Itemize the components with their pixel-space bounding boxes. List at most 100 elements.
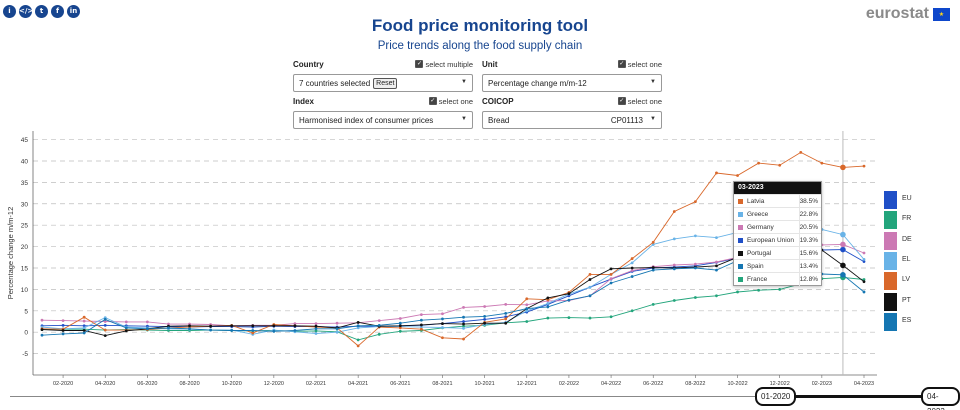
slider-end-handle[interactable]: 04-2023 [921, 387, 960, 410]
data-point-es[interactable] [588, 294, 592, 298]
data-point-de[interactable] [40, 318, 44, 322]
data-point-es[interactable] [230, 329, 234, 332]
data-point-de[interactable] [398, 317, 402, 320]
series-line-fr[interactable] [41, 276, 865, 341]
data-point-eu[interactable] [483, 317, 487, 321]
data-point-es[interactable] [398, 321, 402, 325]
info-icon[interactable]: i [3, 5, 16, 18]
series-line-lv[interactable] [41, 151, 865, 347]
data-point-de[interactable] [672, 263, 676, 267]
data-point-el[interactable] [356, 326, 360, 330]
data-point-fr[interactable] [588, 316, 592, 320]
data-point-es[interactable] [124, 326, 128, 330]
data-point-lv[interactable] [672, 210, 676, 213]
data-point-pt[interactable] [251, 324, 255, 328]
data-point-el[interactable] [335, 330, 339, 334]
checkbox-icon[interactable]: ✓ [415, 60, 424, 68]
data-point-de[interactable] [504, 302, 508, 306]
linkedin-icon[interactable]: in [67, 5, 80, 18]
data-point-pt[interactable] [609, 267, 613, 271]
data-point-de[interactable] [630, 269, 634, 272]
data-point-fr[interactable] [525, 320, 529, 323]
data-point-es[interactable] [82, 331, 86, 335]
data-point-lv[interactable] [103, 328, 107, 332]
data-point-pt[interactable] [419, 323, 423, 327]
data-point-es[interactable] [188, 327, 191, 331]
data-point-de[interactable] [840, 241, 846, 248]
data-point-lv[interactable] [840, 164, 846, 171]
data-point-es[interactable] [546, 305, 550, 309]
data-point-el[interactable] [82, 326, 86, 330]
data-point-de[interactable] [167, 322, 170, 326]
data-point-pt[interactable] [567, 292, 571, 296]
data-point-es[interactable] [377, 323, 381, 327]
legend-swatch[interactable] [884, 292, 897, 311]
data-point-eu[interactable] [504, 315, 508, 319]
data-point-pt[interactable] [209, 324, 213, 328]
data-point-pt[interactable] [441, 322, 444, 326]
data-point-el[interactable] [525, 309, 529, 313]
data-point-es[interactable] [251, 329, 255, 332]
data-point-es[interactable] [630, 275, 634, 278]
data-point-fr[interactable] [462, 324, 465, 328]
data-point-es[interactable] [314, 327, 318, 331]
data-point-fr[interactable] [672, 299, 676, 302]
data-point-pt[interactable] [188, 324, 191, 328]
unit-select[interactable]: Percentage change m/m-12 ▼ [482, 74, 662, 92]
data-point-de[interactable] [145, 320, 149, 324]
data-point-eu[interactable] [862, 260, 866, 263]
data-point-es[interactable] [840, 272, 846, 278]
data-point-es[interactable] [609, 281, 613, 285]
data-point-pt[interactable] [398, 324, 402, 328]
data-point-es[interactable] [419, 318, 423, 322]
data-point-es[interactable] [651, 268, 655, 272]
legend-item-fr[interactable]: FR [884, 211, 944, 231]
data-point-de[interactable] [525, 303, 529, 307]
data-point-pt[interactable] [630, 266, 634, 270]
data-point-fr[interactable] [757, 288, 761, 292]
data-point-eu[interactable] [840, 246, 846, 253]
legend-item-el[interactable]: EL [884, 251, 944, 272]
data-point-el[interactable] [693, 234, 697, 238]
checkbox-icon[interactable]: ✓ [617, 60, 626, 68]
data-point-es[interactable] [862, 290, 866, 294]
data-point-pt[interactable] [504, 321, 508, 325]
data-point-pt[interactable] [103, 334, 107, 338]
series-line-el[interactable] [41, 224, 865, 335]
time-range-slider[interactable]: 01-2020 04-2023 [0, 384, 960, 410]
country-multiple-toggle[interactable]: ✓ select multiple [415, 60, 473, 69]
data-point-de[interactable] [293, 322, 297, 326]
data-point-lv[interactable] [651, 240, 655, 244]
data-point-es[interactable] [504, 311, 508, 315]
data-point-de[interactable] [335, 321, 339, 325]
legend-swatch[interactable] [884, 191, 897, 209]
data-point-lv[interactable] [441, 336, 444, 340]
series-line-de[interactable] [41, 243, 865, 327]
data-point-pt[interactable] [230, 324, 234, 328]
data-point-fr[interactable] [356, 338, 360, 342]
data-point-pt[interactable] [293, 324, 297, 328]
data-point-pt[interactable] [356, 320, 360, 324]
data-point-lv[interactable] [82, 315, 86, 319]
data-point-de[interactable] [419, 313, 423, 317]
data-point-pt[interactable] [462, 322, 465, 326]
data-point-el[interactable] [441, 326, 444, 329]
eurostat-logo[interactable]: eurostat ★ [866, 5, 950, 23]
data-point-el[interactable] [715, 236, 718, 239]
legend-swatch[interactable] [884, 272, 897, 291]
data-point-es[interactable] [356, 324, 360, 328]
data-point-es[interactable] [462, 315, 465, 319]
data-point-eu[interactable] [61, 323, 65, 327]
data-point-el[interactable] [588, 285, 592, 289]
data-point-fr[interactable] [651, 302, 655, 306]
data-point-es[interactable] [103, 317, 107, 321]
data-point-es[interactable] [483, 314, 487, 318]
data-point-eu[interactable] [103, 323, 107, 327]
data-point-de[interactable] [314, 322, 318, 326]
data-point-eu[interactable] [462, 320, 465, 323]
data-point-lv[interactable] [398, 326, 402, 330]
data-point-lv[interactable] [525, 297, 529, 301]
slider-start-handle[interactable]: 01-2020 [755, 387, 797, 406]
data-point-de[interactable] [377, 319, 381, 323]
index-select[interactable]: Harmonised index of consumer prices ▼ [293, 111, 473, 129]
